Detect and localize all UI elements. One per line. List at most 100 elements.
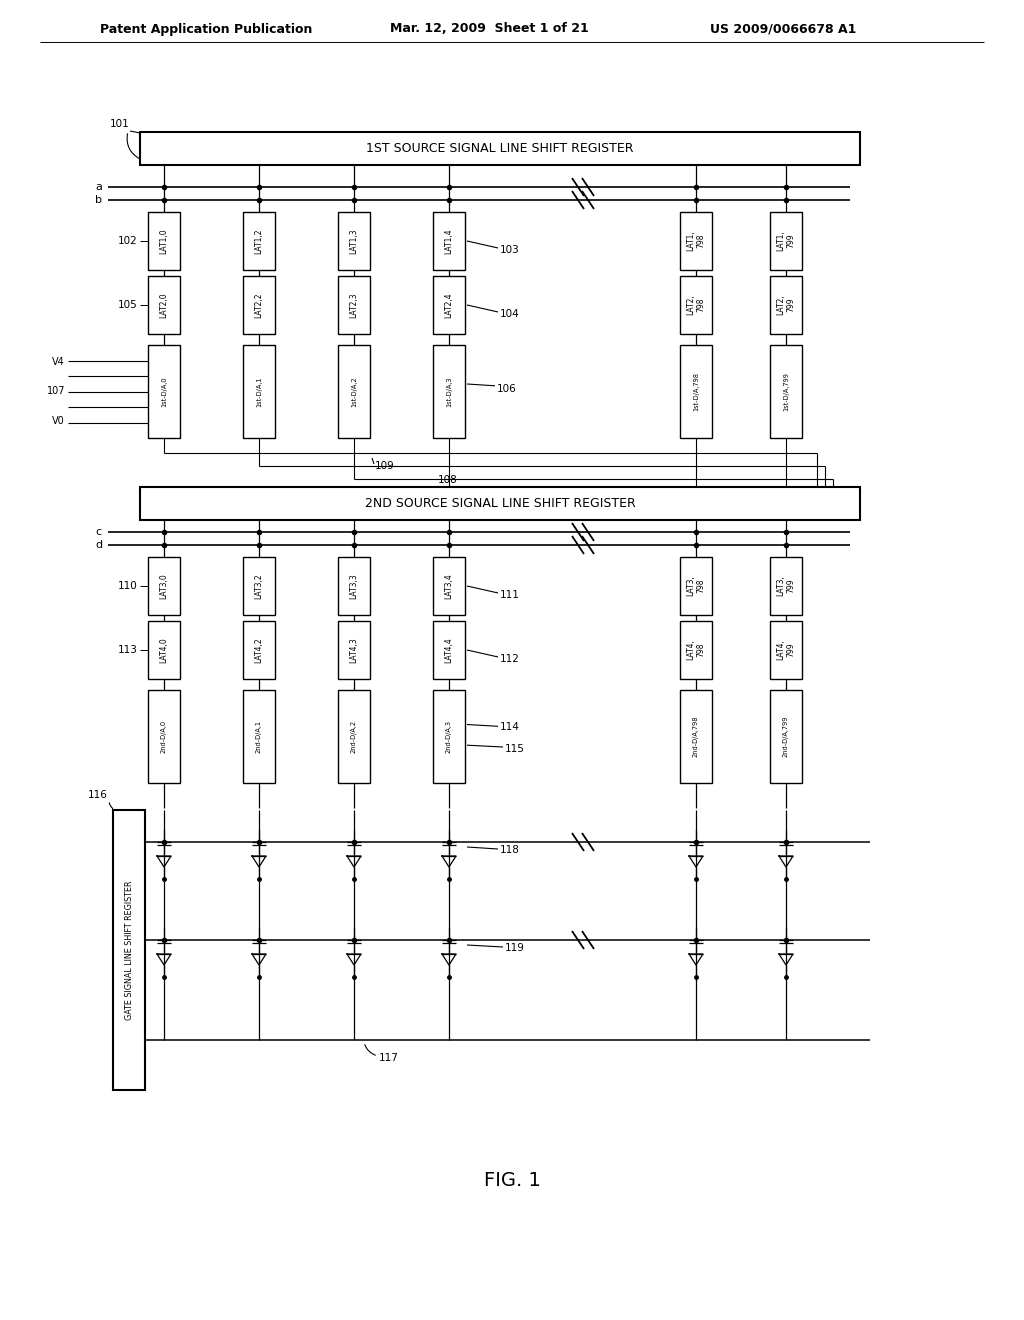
Bar	[140, 132, 860, 165]
Text: 1ST SOURCE SIGNAL LINE SHIFT REGISTER: 1ST SOURCE SIGNAL LINE SHIFT REGISTER	[367, 143, 634, 154]
Bar	[148, 557, 180, 615]
Bar	[338, 620, 370, 678]
Text: LAT3,4: LAT3,4	[444, 573, 454, 599]
Text: 1st-D/A,799: 1st-D/A,799	[783, 372, 790, 411]
Bar	[243, 557, 275, 615]
Text: Patent Application Publication: Patent Application Publication	[100, 22, 312, 36]
Text: LAT4,4: LAT4,4	[444, 638, 454, 663]
Text: 116: 116	[88, 789, 108, 800]
Bar	[338, 213, 370, 271]
Text: 1st-D/A,3: 1st-D/A,3	[446, 376, 452, 407]
Bar	[433, 557, 465, 615]
Bar	[338, 345, 370, 438]
Text: 2ND SOURCE SIGNAL LINE SHIFT REGISTER: 2ND SOURCE SIGNAL LINE SHIFT REGISTER	[365, 498, 635, 510]
Bar	[680, 620, 712, 678]
Text: 1st-D/A,1: 1st-D/A,1	[256, 376, 262, 407]
Text: 109: 109	[375, 461, 394, 471]
Text: LAT4,0: LAT4,0	[160, 638, 169, 663]
Text: LAT2,4: LAT2,4	[444, 292, 454, 318]
Text: 1st-D/A,0: 1st-D/A,0	[161, 376, 167, 407]
Bar	[148, 620, 180, 678]
Text: 101: 101	[111, 119, 130, 129]
Text: 108: 108	[438, 475, 458, 484]
Text: FIG. 1: FIG. 1	[483, 1171, 541, 1189]
Text: 118: 118	[500, 845, 520, 855]
Text: d: d	[95, 540, 102, 550]
Text: LAT3,
798: LAT3, 798	[686, 576, 706, 597]
Bar	[338, 557, 370, 615]
Text: 112: 112	[500, 653, 520, 664]
Text: 111: 111	[500, 590, 520, 599]
Text: LAT4,
798: LAT4, 798	[686, 640, 706, 660]
Text: 117: 117	[379, 1053, 399, 1063]
Text: 2nd-D/A,0: 2nd-D/A,0	[161, 719, 167, 754]
Text: Mar. 12, 2009  Sheet 1 of 21: Mar. 12, 2009 Sheet 1 of 21	[390, 22, 589, 36]
Bar	[433, 690, 465, 783]
Text: 114: 114	[500, 722, 520, 733]
Text: 2nd-D/A,3: 2nd-D/A,3	[446, 719, 452, 752]
Text: V0: V0	[52, 416, 65, 426]
Text: 106: 106	[497, 384, 517, 393]
Text: LAT3,
799: LAT3, 799	[776, 576, 796, 597]
Text: LAT1,
799: LAT1, 799	[776, 231, 796, 251]
Text: 103: 103	[500, 244, 520, 255]
Text: 105: 105	[118, 300, 138, 310]
Text: GATE SIGNAL LINE SHIFT REGISTER: GATE SIGNAL LINE SHIFT REGISTER	[125, 880, 133, 1020]
Text: LAT1,
798: LAT1, 798	[686, 231, 706, 251]
Text: LAT2,2: LAT2,2	[255, 292, 263, 318]
Bar	[770, 690, 802, 783]
Bar	[148, 213, 180, 271]
Text: 102: 102	[118, 236, 138, 246]
Text: b: b	[95, 195, 102, 205]
Text: LAT1,2: LAT1,2	[255, 228, 263, 253]
Bar	[338, 276, 370, 334]
Text: 2nd-D/A,2: 2nd-D/A,2	[351, 719, 357, 754]
Text: US 2009/0066678 A1: US 2009/0066678 A1	[710, 22, 856, 36]
Bar	[680, 557, 712, 615]
Bar	[433, 276, 465, 334]
Bar	[148, 345, 180, 438]
Text: LAT3,3: LAT3,3	[349, 573, 358, 599]
Bar	[770, 276, 802, 334]
Text: LAT3,2: LAT3,2	[255, 573, 263, 599]
Text: LAT2,
798: LAT2, 798	[686, 294, 706, 315]
Text: c: c	[96, 527, 102, 537]
Text: V4: V4	[52, 356, 65, 367]
Text: 2nd-D/A,799: 2nd-D/A,799	[783, 715, 790, 758]
Bar	[113, 810, 145, 1090]
Text: 2nd-D/A,798: 2nd-D/A,798	[693, 715, 699, 758]
Text: LAT3,0: LAT3,0	[160, 573, 169, 599]
Bar	[243, 690, 275, 783]
Bar	[680, 276, 712, 334]
Text: 2nd-D/A,1: 2nd-D/A,1	[256, 719, 262, 752]
Bar	[680, 345, 712, 438]
Bar	[148, 690, 180, 783]
Bar	[770, 557, 802, 615]
Text: 107: 107	[46, 387, 65, 396]
Bar	[770, 213, 802, 271]
Bar	[243, 345, 275, 438]
Bar	[338, 690, 370, 783]
Bar	[680, 213, 712, 271]
Text: 119: 119	[505, 942, 525, 953]
Text: 113: 113	[118, 645, 138, 655]
Text: 1st-D/A,798: 1st-D/A,798	[693, 372, 699, 411]
Bar	[243, 620, 275, 678]
Text: LAT2,3: LAT2,3	[349, 292, 358, 318]
Text: LAT4,
799: LAT4, 799	[776, 640, 796, 660]
Text: LAT1,3: LAT1,3	[349, 228, 358, 253]
Text: LAT4,3: LAT4,3	[349, 638, 358, 663]
Text: LAT4,2: LAT4,2	[255, 638, 263, 663]
Text: 104: 104	[500, 309, 520, 318]
Bar	[680, 690, 712, 783]
Text: 1st-D/A,2: 1st-D/A,2	[351, 376, 357, 407]
Bar	[433, 620, 465, 678]
Text: 115: 115	[505, 743, 525, 754]
Text: LAT2,
799: LAT2, 799	[776, 294, 796, 315]
Bar	[148, 276, 180, 334]
Bar	[140, 487, 860, 520]
Bar	[770, 345, 802, 438]
Bar	[243, 213, 275, 271]
Text: LAT1,0: LAT1,0	[160, 228, 169, 253]
Text: 110: 110	[118, 581, 138, 591]
